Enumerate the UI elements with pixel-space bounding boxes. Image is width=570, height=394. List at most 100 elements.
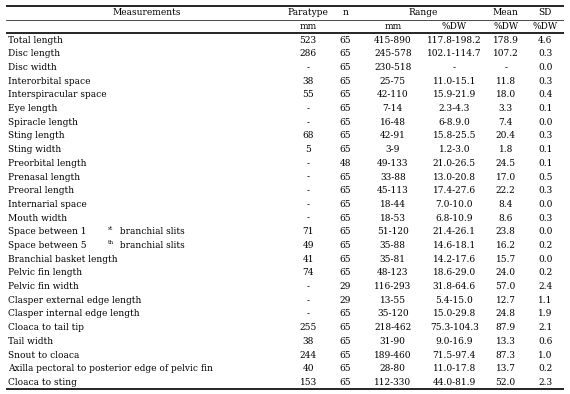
Text: 0.2: 0.2: [538, 268, 552, 277]
Text: 16.2: 16.2: [496, 241, 516, 250]
Text: 20.4: 20.4: [496, 132, 516, 140]
Text: 0.3: 0.3: [538, 132, 552, 140]
Text: 245-578: 245-578: [374, 49, 412, 58]
Text: 2.4: 2.4: [538, 282, 552, 291]
Text: 17.4-27.6: 17.4-27.6: [433, 186, 476, 195]
Text: 11.0-15.1: 11.0-15.1: [433, 77, 476, 85]
Text: Cloaca to tail tip: Cloaca to tail tip: [8, 323, 84, 332]
Text: 0.3: 0.3: [538, 186, 552, 195]
Text: 15.7: 15.7: [495, 255, 516, 264]
Text: 25-75: 25-75: [380, 77, 406, 85]
Text: 1.9: 1.9: [538, 309, 552, 318]
Text: 5.4-15.0: 5.4-15.0: [435, 296, 473, 305]
Text: Paratype: Paratype: [288, 8, 329, 17]
Text: 2.3-4.3: 2.3-4.3: [438, 104, 470, 113]
Text: 65: 65: [340, 90, 351, 99]
Text: Mouth width: Mouth width: [8, 214, 67, 223]
Text: 8.6: 8.6: [498, 214, 513, 223]
Text: 102.1-114.7: 102.1-114.7: [427, 49, 482, 58]
Text: 9.0-16.9: 9.0-16.9: [435, 337, 473, 346]
Text: mm: mm: [300, 22, 317, 31]
Text: 0.0: 0.0: [538, 200, 552, 209]
Text: -: -: [453, 63, 456, 72]
Text: 22.2: 22.2: [496, 186, 515, 195]
Text: 65: 65: [340, 77, 351, 85]
Text: 65: 65: [340, 200, 351, 209]
Text: 65: 65: [340, 118, 351, 127]
Text: 218-462: 218-462: [374, 323, 412, 332]
Text: 35-120: 35-120: [377, 309, 409, 318]
Text: %DW: %DW: [533, 22, 558, 31]
Text: 11.8: 11.8: [495, 77, 516, 85]
Text: 65: 65: [340, 145, 351, 154]
Text: 2.1: 2.1: [538, 323, 552, 332]
Text: 48: 48: [340, 159, 351, 168]
Text: 18-53: 18-53: [380, 214, 406, 223]
Text: 71.5-97.4: 71.5-97.4: [433, 351, 476, 360]
Text: 1.1: 1.1: [538, 296, 552, 305]
Text: 14.2-17.6: 14.2-17.6: [433, 255, 476, 264]
Text: 31.8-64.6: 31.8-64.6: [433, 282, 476, 291]
Text: 116-293: 116-293: [374, 282, 412, 291]
Text: 0.6: 0.6: [538, 337, 552, 346]
Text: -: -: [504, 63, 507, 72]
Text: -: -: [307, 63, 310, 72]
Text: 0.0: 0.0: [538, 63, 552, 72]
Text: 65: 65: [340, 104, 351, 113]
Text: 255: 255: [299, 323, 317, 332]
Text: branchial slits: branchial slits: [117, 227, 185, 236]
Text: 42-91: 42-91: [380, 132, 406, 140]
Text: 0.5: 0.5: [538, 173, 552, 182]
Text: 24.0: 24.0: [496, 268, 516, 277]
Text: 23.8: 23.8: [496, 227, 516, 236]
Text: 1.8: 1.8: [498, 145, 513, 154]
Text: 5: 5: [306, 145, 311, 154]
Text: 7.4: 7.4: [498, 118, 513, 127]
Text: 65: 65: [340, 364, 351, 373]
Text: 44.0-81.9: 44.0-81.9: [433, 378, 476, 387]
Text: 49: 49: [303, 241, 314, 250]
Text: 57.0: 57.0: [495, 282, 516, 291]
Text: 87.3: 87.3: [496, 351, 516, 360]
Text: 65: 65: [340, 214, 351, 223]
Text: 0.3: 0.3: [538, 49, 552, 58]
Text: Range: Range: [409, 8, 438, 17]
Text: 65: 65: [340, 378, 351, 387]
Text: Sting width: Sting width: [8, 145, 61, 154]
Text: 1.0: 1.0: [538, 351, 552, 360]
Text: 0.2: 0.2: [538, 241, 552, 250]
Text: 65: 65: [340, 351, 351, 360]
Text: Disc length: Disc length: [8, 49, 60, 58]
Text: 0.1: 0.1: [538, 104, 552, 113]
Text: 65: 65: [340, 49, 351, 58]
Text: 40: 40: [303, 364, 314, 373]
Text: 12.7: 12.7: [496, 296, 516, 305]
Text: 65: 65: [340, 186, 351, 195]
Text: 41: 41: [303, 255, 314, 264]
Text: 7-14: 7-14: [382, 104, 403, 113]
Text: 21.4-26.1: 21.4-26.1: [433, 227, 476, 236]
Text: 15.0-29.8: 15.0-29.8: [433, 309, 476, 318]
Text: 75.3-104.3: 75.3-104.3: [430, 323, 479, 332]
Text: Clasper internal edge length: Clasper internal edge length: [8, 309, 140, 318]
Text: 65: 65: [340, 241, 351, 250]
Text: 16-48: 16-48: [380, 118, 406, 127]
Text: 14.6-18.1: 14.6-18.1: [433, 241, 476, 250]
Text: 286: 286: [300, 49, 317, 58]
Text: 0.0: 0.0: [538, 255, 552, 264]
Text: Pelvic fin length: Pelvic fin length: [8, 268, 82, 277]
Text: 65: 65: [340, 268, 351, 277]
Text: 6.8-10.9: 6.8-10.9: [435, 214, 473, 223]
Text: Tail width: Tail width: [8, 337, 53, 346]
Text: st: st: [107, 226, 112, 231]
Text: 74: 74: [303, 268, 314, 277]
Text: 6-8.9.0: 6-8.9.0: [438, 118, 470, 127]
Text: 68: 68: [303, 132, 314, 140]
Text: 0.1: 0.1: [538, 159, 552, 168]
Text: 178.9: 178.9: [492, 35, 519, 45]
Text: Preoral length: Preoral length: [8, 186, 74, 195]
Text: Snout to cloaca: Snout to cloaca: [8, 351, 79, 360]
Text: 415-890: 415-890: [374, 35, 412, 45]
Text: -: -: [307, 118, 310, 127]
Text: 65: 65: [340, 35, 351, 45]
